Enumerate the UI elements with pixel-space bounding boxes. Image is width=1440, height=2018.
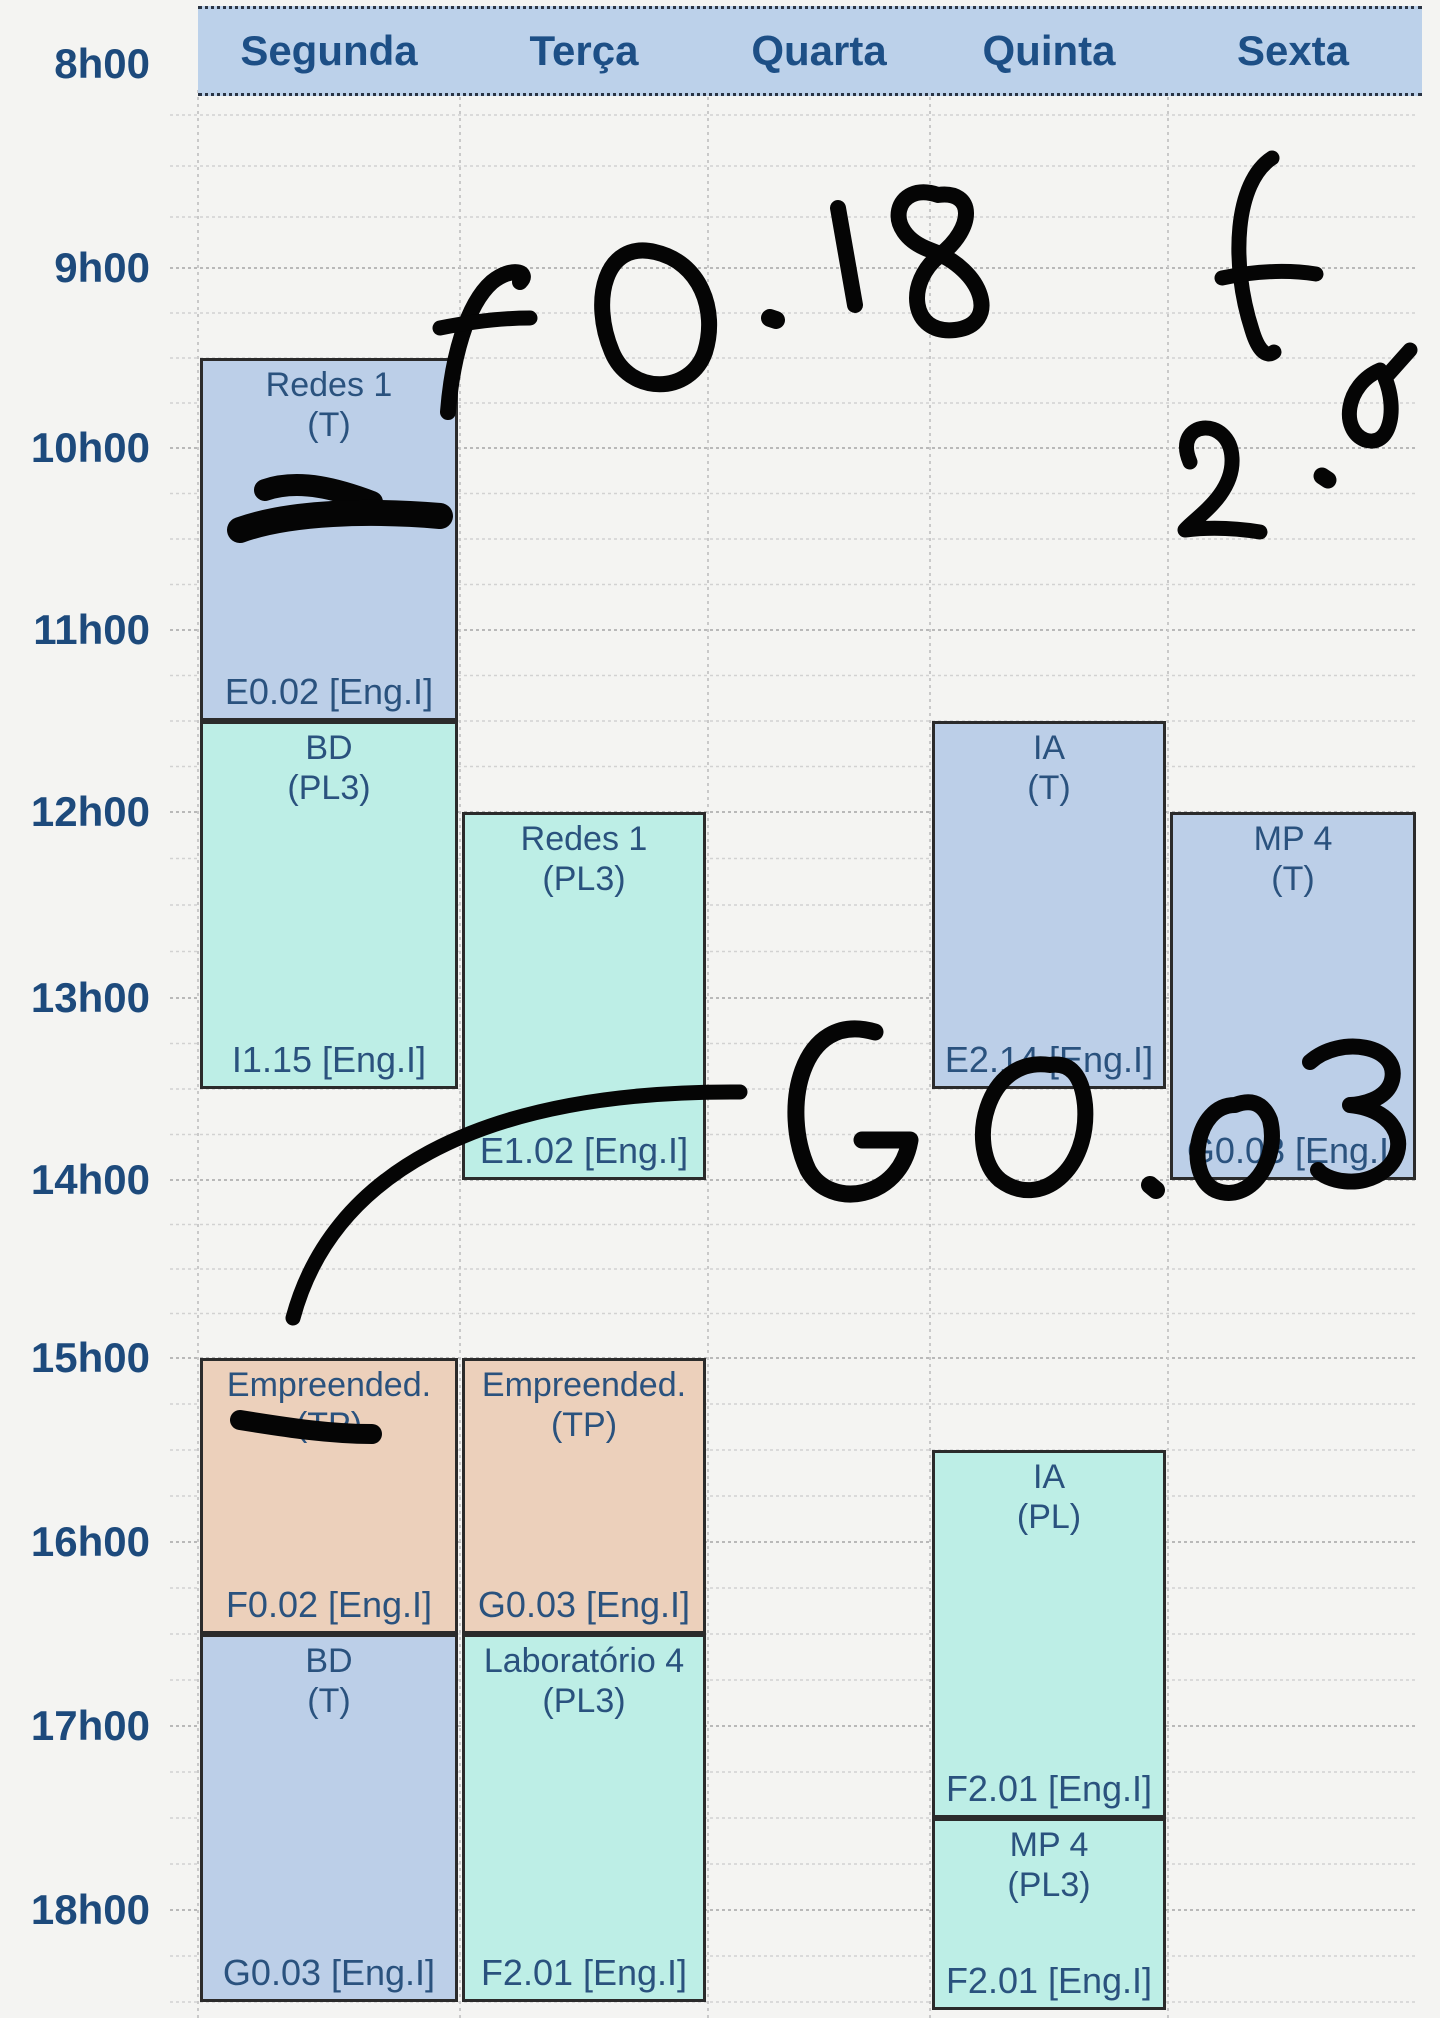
weekday-header: Segunda Terça Quarta Quinta Sexta xyxy=(198,6,1422,96)
time-label: 11h00 xyxy=(33,606,150,653)
class-block[interactable]: BD (PL3) I1.15 [Eng.I] xyxy=(200,721,458,1089)
day-header-terca: Terça xyxy=(529,27,639,74)
class-room: F2.01 [Eng.I] xyxy=(945,1768,1153,1809)
class-type: (T) xyxy=(307,406,351,444)
class-type: (TP) xyxy=(295,1406,363,1444)
class-name: Redes 1 xyxy=(265,366,393,404)
class-type: (PL3) xyxy=(542,1682,626,1720)
class-block[interactable]: Redes 1 (PL3) E1.02 [Eng.I] xyxy=(462,812,706,1180)
class-room: G0.03 [Eng.I] xyxy=(477,1584,691,1625)
class-name: MP 4 xyxy=(1253,820,1333,858)
class-name: Redes 1 xyxy=(520,820,648,858)
class-block[interactable]: Laboratório 4 (PL3) F2.01 [Eng.I] xyxy=(462,1634,706,2002)
class-block[interactable]: Redes 1 (T) E0.02 [Eng.I] xyxy=(200,358,458,721)
class-name: IA xyxy=(1032,729,1066,767)
class-type: (PL) xyxy=(1016,1498,1082,1536)
time-label: 13h00 xyxy=(30,974,150,1021)
class-name: MP 4 xyxy=(1009,1826,1089,1864)
class-name: IA xyxy=(1032,1458,1066,1496)
class-block[interactable]: MP 4 (PL3) F2.01 [Eng.I] xyxy=(932,1818,1166,2010)
class-block[interactable]: IA (PL) F2.01 [Eng.I] xyxy=(932,1450,1166,1818)
class-type: (T) xyxy=(307,1682,351,1720)
day-header-quarta: Quarta xyxy=(751,27,887,74)
time-label: 18h00 xyxy=(30,1886,150,1933)
time-label: 10h00 xyxy=(30,424,150,471)
day-header-quinta: Quinta xyxy=(982,27,1116,74)
class-name: BD xyxy=(305,1642,353,1680)
class-block[interactable]: Empreended. (TP) F0.02 [Eng.I] xyxy=(200,1358,458,1634)
day-header-sexta: Sexta xyxy=(1236,27,1350,74)
time-label: 12h00 xyxy=(30,788,150,835)
class-room: G0.03 [Eng.I] xyxy=(1186,1130,1400,1171)
time-label: 16h00 xyxy=(30,1518,150,1565)
class-type: (PL3) xyxy=(287,769,371,807)
class-type: (PL3) xyxy=(542,860,626,898)
class-room: E0.02 [Eng.I] xyxy=(224,671,434,712)
class-block[interactable]: BD (T) G0.03 [Eng.I] xyxy=(200,1634,458,2002)
class-room: E2.14 [Eng.I] xyxy=(944,1039,1154,1080)
class-name: Laboratório 4 xyxy=(483,1642,685,1680)
class-type: (T) xyxy=(1027,769,1071,807)
time-label: 8h00 xyxy=(54,40,150,87)
class-block[interactable]: MP 4 (T) G0.03 [Eng.I] xyxy=(1170,812,1416,1180)
time-label: 15h00 xyxy=(30,1334,150,1381)
class-name: BD xyxy=(305,729,353,767)
class-room: E1.02 [Eng.I] xyxy=(479,1130,689,1171)
class-block[interactable]: IA (T) E2.14 [Eng.I] xyxy=(932,721,1166,1089)
class-block[interactable]: Empreended. (TP) G0.03 [Eng.I] xyxy=(462,1358,706,1634)
class-room: G0.03 [Eng.I] xyxy=(222,1952,436,1993)
class-room: F2.01 [Eng.I] xyxy=(945,1960,1153,2001)
class-type: (T) xyxy=(1271,860,1315,898)
day-header-segunda: Segunda xyxy=(240,27,418,74)
class-name: Empreended. xyxy=(226,1366,432,1404)
class-type: (TP) xyxy=(550,1406,618,1444)
time-label: 9h00 xyxy=(54,244,150,291)
time-label: 14h00 xyxy=(30,1156,150,1203)
class-room: I1.15 [Eng.I] xyxy=(231,1039,427,1080)
class-type: (PL3) xyxy=(1007,1866,1091,1904)
class-room: F0.02 [Eng.I] xyxy=(225,1584,433,1625)
class-room: F2.01 [Eng.I] xyxy=(480,1952,688,1993)
class-name: Empreended. xyxy=(481,1366,687,1404)
time-label: 17h00 xyxy=(30,1702,150,1749)
